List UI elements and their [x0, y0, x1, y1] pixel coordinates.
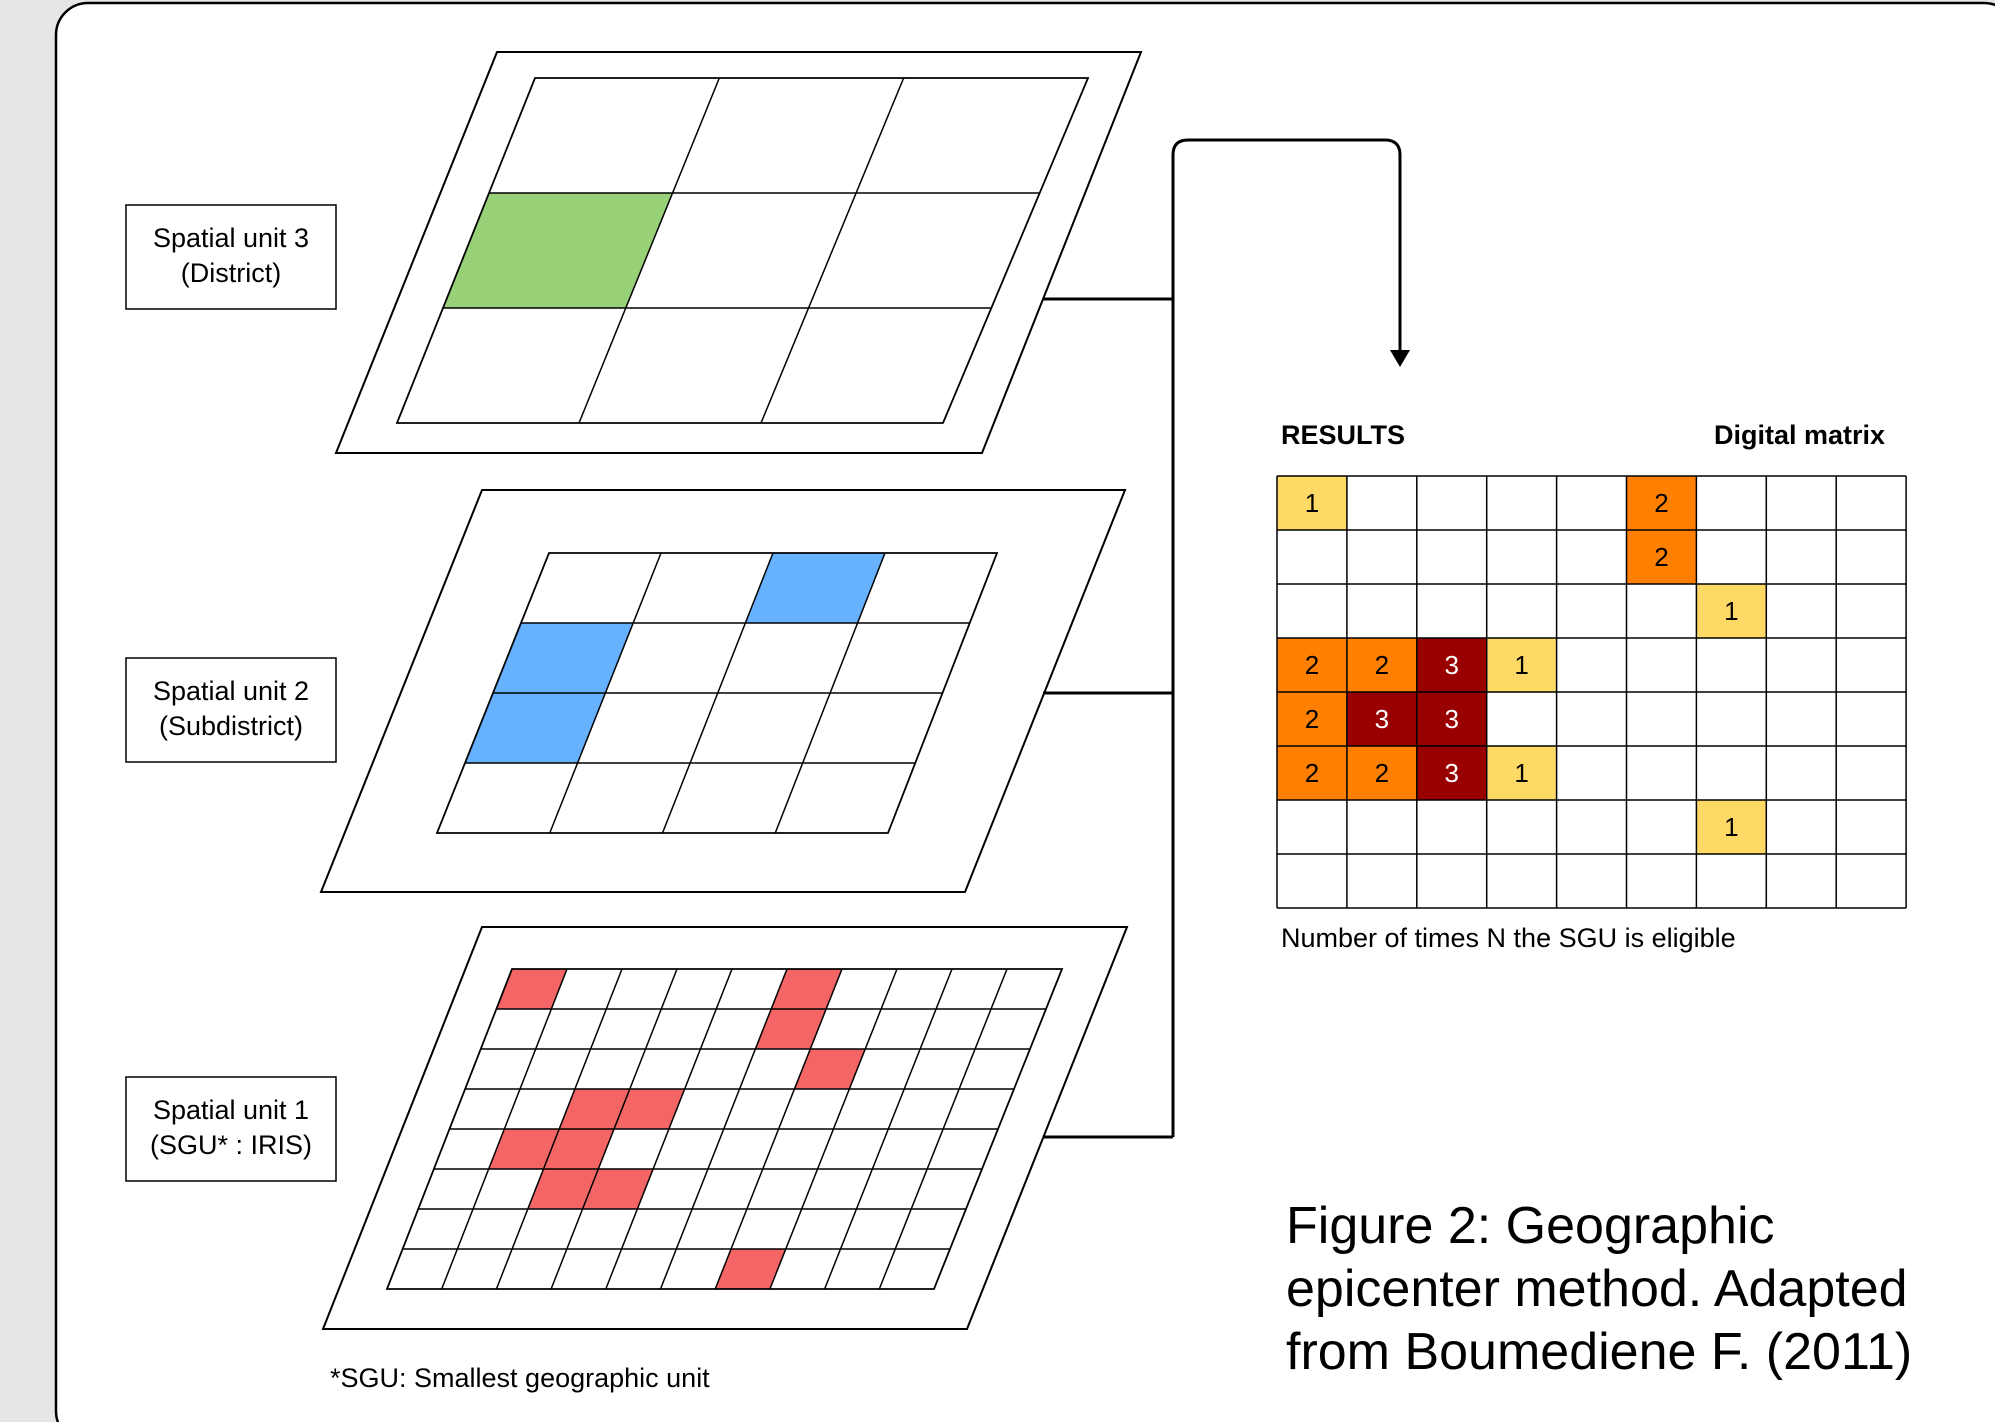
spatial-unit-2-subtitle: (Subdistrict) — [159, 711, 303, 741]
matrix-cell-fill — [1277, 746, 1347, 800]
highlighted-cell — [443, 193, 673, 308]
figure-caption-line-2: epicenter method. Adapted — [1286, 1260, 1908, 1318]
sgu-footnote: *SGU: Smallest geographic unit — [330, 1363, 710, 1393]
grid-col-line — [605, 968, 733, 1290]
layer-grid-frame — [435, 552, 999, 834]
highlighted-cell — [771, 969, 842, 1009]
grid-col-line — [495, 968, 623, 1290]
subdistrict-layer — [319, 489, 1127, 893]
results-caption: Number of times N the SGU is eligible — [1281, 923, 1736, 953]
matrix-cell-value: 2 — [1654, 488, 1668, 518]
grid-col-line — [760, 77, 905, 424]
spatial-unit-2-label: Spatial unit 2 (Subdistrict) — [125, 657, 337, 763]
grid-col-line — [441, 968, 568, 1290]
matrix-cell-fill — [1346, 638, 1417, 692]
matrix-cell-value: 2 — [1305, 650, 1319, 680]
matrix-cell-fill — [1277, 638, 1347, 692]
grid-col-line — [769, 968, 898, 1290]
layer-outer-frame — [321, 926, 1129, 1330]
matrix-cell-fill — [1416, 746, 1487, 800]
highlighted-cell — [794, 1049, 866, 1089]
matrix-cell-value: 2 — [1305, 704, 1319, 734]
matrix-cell-fill — [1486, 638, 1557, 692]
district-layer — [334, 51, 1143, 454]
highlighted-cell — [582, 1169, 654, 1209]
matrix-cell-fill — [1277, 692, 1347, 746]
spatial-unit-1-subtitle: (SGU* : IRIS) — [150, 1130, 312, 1160]
highlighted-cell — [614, 1089, 685, 1129]
figure-caption-line-3: from Boumediene F. (2011) — [1286, 1323, 1912, 1381]
grid-col-line — [550, 968, 678, 1290]
matrix-cell-value: 2 — [1375, 758, 1389, 788]
matrix-cell-value: 3 — [1445, 650, 1459, 680]
matrix-cell-value: 1 — [1514, 758, 1528, 788]
highlighted-cell — [715, 1249, 786, 1289]
spatial-unit-1-title: Spatial unit 1 — [153, 1095, 309, 1125]
matrix-cell-fill — [1626, 530, 1697, 584]
matrix-cell-value: 2 — [1305, 758, 1319, 788]
spatial-unit-1-label: Spatial unit 1 (SGU* : IRIS) — [125, 1076, 337, 1182]
sgu-layer — [321, 926, 1129, 1330]
spatial-unit-3-label: Spatial unit 3 (District) — [125, 204, 337, 310]
matrix-cell-value: 1 — [1305, 488, 1319, 518]
grid-col-line — [714, 968, 843, 1290]
matrix-cell-value: 3 — [1445, 758, 1459, 788]
matrix-cell-fill — [1486, 746, 1557, 800]
matrix-cell-value: 1 — [1514, 650, 1528, 680]
matrix-cell-value: 2 — [1654, 542, 1668, 572]
grid-col-line — [659, 968, 788, 1290]
figure-caption-line-1: Figure 2: Geographic — [1286, 1197, 1775, 1255]
results-matrix: 1 2 2 1 2 2 3 1 2 3 3 2 2 3 1 1 — [1276, 475, 1907, 909]
spatial-unit-3-title: Spatial unit 3 — [153, 223, 309, 253]
grid-col-line — [823, 968, 953, 1290]
grid-col-line — [578, 77, 721, 424]
matrix-cell-fill — [1416, 638, 1487, 692]
matrix-cell-value: 1 — [1724, 812, 1738, 842]
highlighted-cell — [465, 693, 606, 763]
matrix-cell-fill — [1346, 746, 1417, 800]
layer-grid-frame — [385, 968, 1064, 1290]
matrix-cell-fill — [1346, 692, 1417, 746]
highlighted-cell — [543, 1129, 614, 1169]
connector-to-results — [1171, 138, 1402, 1137]
connector-lines — [1043, 138, 1410, 1139]
grid-col-line — [774, 552, 886, 834]
spatial-unit-3-subtitle: (District) — [181, 258, 281, 288]
digital-matrix-title: Digital matrix — [1714, 420, 1885, 450]
highlighted-cell — [488, 1129, 560, 1169]
matrix-cell-value: 2 — [1375, 650, 1389, 680]
matrix-cell-value: 3 — [1375, 704, 1389, 734]
matrix-cell-fill — [1277, 476, 1347, 530]
layer-outer-frame — [319, 489, 1127, 893]
matrix-cell-fill — [1696, 800, 1767, 854]
highlighted-cell — [493, 623, 634, 693]
spatial-unit-2-title: Spatial unit 2 — [153, 676, 309, 706]
matrix-cell-value: 1 — [1724, 596, 1738, 626]
grid-col-line — [878, 968, 1008, 1290]
highlighted-cell — [527, 1169, 599, 1209]
arrowhead-icon — [1390, 350, 1410, 367]
highlighted-cell — [496, 969, 567, 1009]
layer-outer-frame — [334, 51, 1143, 454]
matrix-cell-value: 3 — [1445, 704, 1459, 734]
highlighted-cell — [745, 553, 885, 623]
matrix-cell-fill — [1626, 476, 1697, 530]
grid-col-line — [661, 552, 774, 834]
highlighted-cell — [559, 1089, 630, 1129]
results-title: RESULTS — [1281, 420, 1405, 450]
matrix-cell-fill — [1416, 692, 1487, 746]
matrix-cell-fill — [1696, 584, 1767, 638]
grid-col-line — [549, 552, 662, 834]
highlighted-cell — [755, 1009, 827, 1049]
